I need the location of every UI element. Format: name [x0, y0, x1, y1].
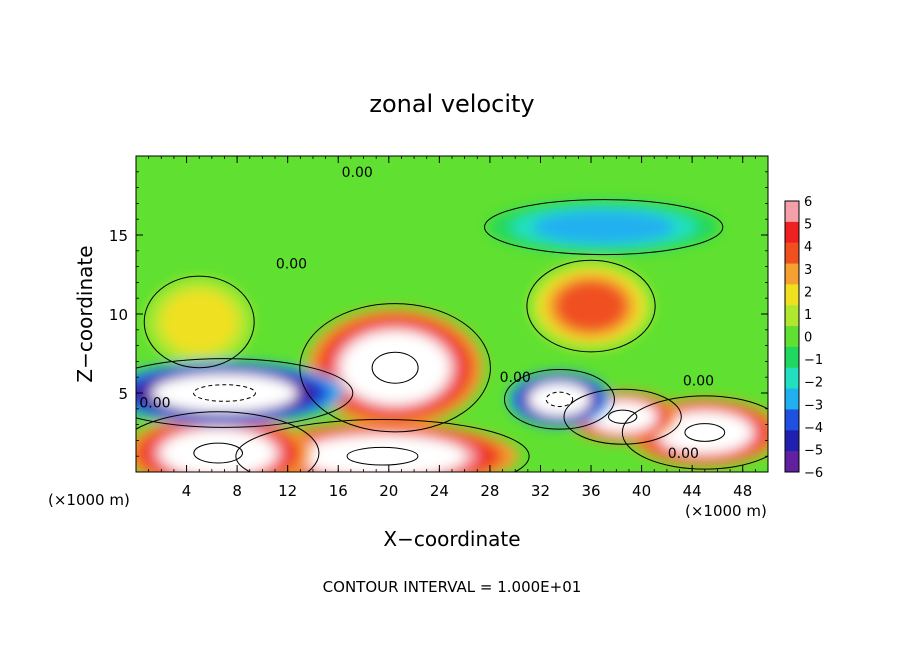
- x-tick-label-11: 48: [733, 482, 752, 500]
- colorbar-tick-label-5: 1: [804, 308, 812, 323]
- colorbar-tick-label-12: −6: [804, 466, 823, 481]
- colorbar-swatch-0: [785, 201, 799, 223]
- contour-label-5: 0.00: [668, 446, 699, 462]
- colorbar-swatch-4: [785, 284, 799, 306]
- x-unit-left: (×1000 m): [48, 491, 130, 509]
- x-tick-label-5: 24: [430, 482, 449, 500]
- colorbar-swatch-5: [785, 305, 799, 327]
- contour-line-8: [503, 369, 615, 430]
- contour-label-4: 0.00: [683, 373, 714, 389]
- x-tick-label-6: 28: [480, 482, 499, 500]
- contour-line-2: [143, 275, 255, 369]
- x-tick-label-10: 44: [683, 482, 702, 500]
- y-tick-label-0: 5: [118, 385, 128, 403]
- x-tick-label-3: 16: [329, 482, 348, 500]
- field-feature-0-ring-4: [341, 331, 450, 404]
- y-tick-label-1: 10: [109, 306, 128, 324]
- colorbar-tick-label-9: −3: [804, 398, 823, 413]
- contour-label-3: 0.00: [500, 370, 531, 386]
- colorbar-tick-label-11: −5: [804, 443, 823, 458]
- field-feature-2-ring-1: [161, 290, 238, 354]
- y-axis-label: Z−coordinate: [73, 245, 97, 382]
- contour-labels: 0.00 0.00 0.00 0.00 0.00 0.00: [139, 165, 714, 462]
- colorbar-tick-label-6: 0: [804, 331, 812, 346]
- contour-line-9: [484, 199, 724, 256]
- colorbar-tick-label-7: −1: [804, 353, 823, 368]
- colorbar-swatch-8: [785, 367, 799, 390]
- field-feature-5-ring-4: [658, 411, 752, 454]
- colorbar-tick-label-3: 3: [804, 263, 812, 278]
- colorbar-frame: [784, 200, 800, 473]
- contour-label-1: 0.00: [276, 256, 307, 272]
- colorbar-tick-label-8: −2: [804, 376, 823, 391]
- contour-inner-0: [371, 351, 419, 384]
- colorbar-swatch-7: [785, 346, 799, 369]
- colorbar-swatch-2: [785, 242, 799, 265]
- contour-line-0: [299, 303, 491, 433]
- field-feature-1-ring-3: [555, 280, 627, 332]
- plot-area: [136, 156, 768, 472]
- field-feature-9-ring-2: [532, 210, 675, 244]
- colorbar-tick-label-2: 4: [804, 240, 812, 255]
- colorbar-swatch-11: [785, 430, 799, 452]
- x-unit-right: (×1000 m): [685, 502, 767, 520]
- field-feature-7-ring-4: [151, 373, 298, 413]
- colorbar-swatch-9: [785, 388, 799, 410]
- contour-line-6: [563, 388, 682, 445]
- contour-line-7: [136, 358, 354, 428]
- contour-line-3: [235, 419, 530, 472]
- x-tick-label-2: 12: [278, 482, 297, 500]
- contour-inner-5: [684, 423, 726, 442]
- contour-interval-note: CONTOUR INTERVAL = 1.000E+01: [323, 578, 582, 596]
- velocity-field: [136, 200, 768, 472]
- x-tick-label-0: 4: [182, 482, 192, 500]
- x-tick-label-1: 8: [232, 482, 242, 500]
- contour-inner-7: [193, 384, 256, 402]
- y-tick-label-2: 15: [109, 227, 128, 245]
- chart-title: zonal velocity: [369, 90, 534, 118]
- y-axis: 5 10 15: [109, 155, 768, 473]
- colorbar-tick-label-1: 5: [804, 218, 812, 233]
- x-tick-label-7: 32: [531, 482, 550, 500]
- field-feature-3-ring-4: [299, 435, 466, 472]
- colorbar: 6 5 4 3 2 1 0 −1 −2 −3 −4 −5 −6: [784, 195, 823, 481]
- colorbar-tick-label-4: 2: [804, 285, 812, 300]
- colorbar-swatch-1: [785, 221, 799, 244]
- x-axis: 4 8 12 16 20 24 28 32 36 40 44 48: [135, 156, 769, 500]
- field-feature-8-ring-4: [528, 382, 591, 417]
- contour-line-4: [136, 411, 320, 472]
- colorbar-swatch-10: [785, 409, 799, 431]
- contour-label-2: 0.00: [139, 395, 170, 411]
- colorbar-swatch-6: [785, 326, 799, 348]
- field-feature-4-ring-4: [161, 429, 276, 472]
- x-tick-label-4: 20: [379, 482, 398, 500]
- colorbar-swatch-12: [785, 451, 799, 473]
- contour-lines: [136, 199, 768, 472]
- x-tick-label-8: 36: [581, 482, 600, 500]
- colorbar-tick-label-10: −4: [804, 421, 823, 436]
- colorbar-swatch-3: [785, 263, 799, 285]
- x-axis-label: X−coordinate: [383, 527, 520, 551]
- x-tick-label-9: 40: [632, 482, 651, 500]
- contour-inner-3: [346, 446, 419, 466]
- contour-line-1: [526, 259, 656, 353]
- contour-label-0: 0.00: [342, 165, 373, 181]
- contour-inner-6: [607, 409, 638, 424]
- colorbar-tick-label-0: 6: [804, 195, 812, 210]
- contour-inner-8: [545, 391, 574, 408]
- contour-inner-4: [193, 442, 243, 464]
